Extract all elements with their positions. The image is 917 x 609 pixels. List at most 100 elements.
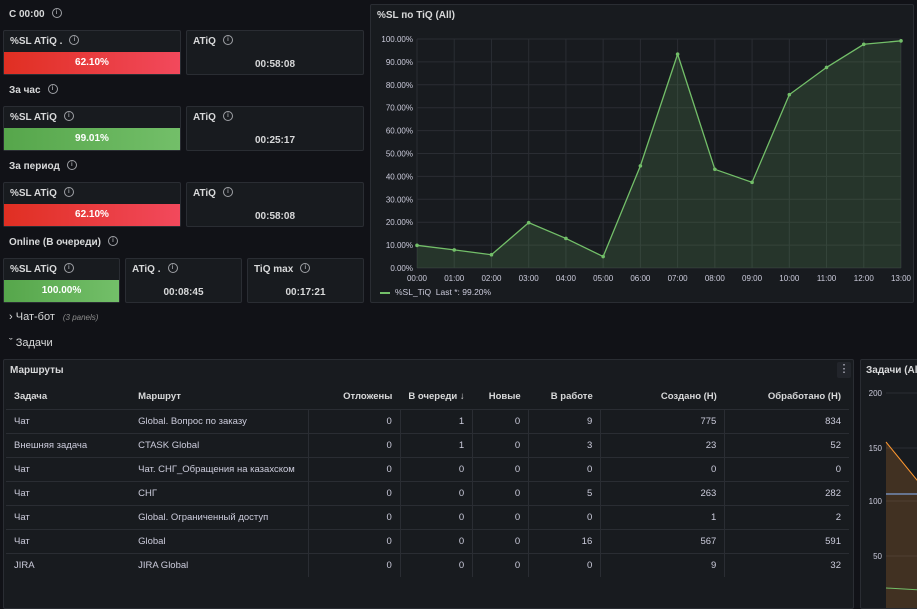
column-header[interactable]: В очереди ↓ xyxy=(400,384,472,409)
table-cell: 0 xyxy=(528,456,602,481)
column-header[interactable]: Отложены xyxy=(308,384,400,409)
sl-value-bar: 62.10% xyxy=(4,52,180,74)
legend-last-value: Last *: 99.20% xyxy=(435,287,492,297)
column-header[interactable]: Обработано (Н) xyxy=(725,384,849,409)
stat-panel-atiq-period: ATiQ i 00:58:08 xyxy=(186,182,364,227)
data-point[interactable] xyxy=(415,243,419,248)
y-tick-label: 100 xyxy=(869,497,883,506)
info-icon[interactable]: i xyxy=(300,263,311,274)
data-point[interactable] xyxy=(489,252,494,257)
atiq-value: 00:58:08 xyxy=(254,59,296,70)
info-icon[interactable]: i xyxy=(63,263,74,274)
table-cell: 591 xyxy=(724,528,849,553)
x-tick-label: 02:00 xyxy=(481,274,502,283)
table-cell: 1 xyxy=(600,504,726,529)
data-point[interactable] xyxy=(638,164,643,168)
table-row[interactable]: Чат Global. Вопрос по заказу 0 1 0 9 775 834 xyxy=(6,408,849,433)
data-point[interactable] xyxy=(526,220,531,225)
table-cell: 775 xyxy=(600,408,726,433)
table-cell: 0 xyxy=(528,504,602,529)
table-row[interactable]: Чат Чат. СНГ_Обращения на казахском 0 0 0 0 0 0 xyxy=(6,456,849,481)
column-header-label: Задача xyxy=(14,390,48,402)
x-tick-label: 06:00 xyxy=(630,274,651,283)
table-cell: 0 xyxy=(308,480,401,505)
series-line xyxy=(885,441,917,481)
x-tick-label: 03:00 xyxy=(519,274,540,283)
panel-title: %SL ATiQ i xyxy=(10,263,74,275)
info-icon[interactable]: i xyxy=(51,8,62,19)
y-tick-label: 70.00% xyxy=(386,104,413,113)
table-cell: 0 xyxy=(400,504,474,529)
info-icon[interactable]: i xyxy=(63,111,74,122)
table-cell: 52 xyxy=(724,432,849,457)
column-header[interactable]: В работе xyxy=(529,384,601,409)
x-tick-label: 13:00 xyxy=(891,274,912,283)
table-cell: 0 xyxy=(400,480,474,505)
info-icon[interactable]: i xyxy=(47,84,58,95)
panel-title: ATiQ i xyxy=(193,111,233,123)
table-cell: 0 xyxy=(472,456,530,481)
panel-title-text: %SL ATiQ xyxy=(10,188,57,199)
table-cell: 5 xyxy=(528,480,602,505)
data-point[interactable] xyxy=(824,65,829,70)
info-icon[interactable]: i xyxy=(222,111,233,122)
table-row[interactable]: Чат Global. Ограниченный доступ 0 0 0 0 1 2 xyxy=(6,504,849,529)
panel-title-text: %SL ATiQ xyxy=(10,264,57,275)
column-header-label: Новые xyxy=(488,390,521,402)
sl-chart: 0.00% 10.00% 20.00% 30.00% 40.00% 50.00% 60.00… xyxy=(381,35,912,283)
column-header[interactable]: Маршрут xyxy=(130,384,308,409)
panel-title: ATiQ i xyxy=(193,187,233,199)
column-header[interactable]: Задача xyxy=(6,384,130,409)
kebab-menu-icon[interactable]: ⋮ xyxy=(837,362,851,378)
info-icon[interactable]: i xyxy=(107,236,118,247)
column-header-label: В работе xyxy=(550,390,593,402)
info-icon[interactable]: i xyxy=(222,35,233,46)
section-chatbot[interactable]: › Чат-бот (3 panels) xyxy=(9,311,98,323)
y-tick-label: 90.00% xyxy=(386,58,413,67)
row-title-text: Online (В очереди) xyxy=(9,237,101,248)
table-row[interactable]: Чат Global 0 0 0 16 567 591 xyxy=(6,528,849,553)
info-icon[interactable]: i xyxy=(63,187,74,198)
data-point[interactable] xyxy=(675,52,680,56)
chart-legend[interactable]: %SL_TiQ Last *: 99.20% xyxy=(380,287,491,297)
section-panel-count: (3 panels) xyxy=(62,313,99,322)
y-tick-label: 60.00% xyxy=(386,127,413,136)
column-header-label: В очереди xyxy=(408,390,458,402)
table-cell: Чат xyxy=(6,408,131,433)
table-row[interactable]: JIRA JIRA Global 0 0 0 0 9 32 xyxy=(6,552,849,577)
table-row[interactable]: Внешняя задача CTASK Global 0 1 0 3 23 52 xyxy=(6,432,849,457)
table-cell: Чат xyxy=(6,528,131,553)
y-tick-label: 10.00% xyxy=(386,241,413,250)
table-cell: 0 xyxy=(308,432,401,457)
data-point[interactable] xyxy=(899,39,903,43)
info-icon[interactable]: i xyxy=(167,263,178,274)
column-header[interactable]: Новые xyxy=(473,384,529,409)
table-cell: 0 xyxy=(308,504,401,529)
section-tasks[interactable]: ˇ Задачи xyxy=(9,337,53,349)
column-header[interactable]: Создано (Н) xyxy=(601,384,725,409)
data-point[interactable] xyxy=(787,92,792,97)
table-row[interactable]: Чат СНГ 0 0 0 5 263 282 xyxy=(6,480,849,505)
info-icon[interactable]: i xyxy=(69,35,80,46)
data-point[interactable] xyxy=(713,167,717,172)
info-icon[interactable]: i xyxy=(66,160,77,171)
data-point[interactable] xyxy=(564,236,568,241)
data-point[interactable] xyxy=(452,248,457,252)
table-cell: 0 xyxy=(308,456,401,481)
info-icon[interactable]: i xyxy=(222,187,233,198)
table-cell: JIRA xyxy=(6,552,131,577)
table-cell: 834 xyxy=(724,408,849,433)
x-tick-label: 07:00 xyxy=(668,274,689,283)
series-line xyxy=(885,587,917,591)
data-point[interactable] xyxy=(750,180,754,185)
data-point[interactable] xyxy=(861,42,866,47)
table-cell: 0 xyxy=(472,528,530,553)
panel-title-text: ATiQ xyxy=(193,36,216,47)
row-title-text: За период xyxy=(9,161,60,172)
table-cell: 0 xyxy=(472,432,530,457)
data-point[interactable] xyxy=(601,254,605,259)
panel-title-text: ATiQ xyxy=(193,112,216,123)
x-tick-label: 10:00 xyxy=(779,274,800,283)
table-cell: 0 xyxy=(400,552,474,577)
row-title-online: Online (В очереди) i xyxy=(9,236,118,248)
